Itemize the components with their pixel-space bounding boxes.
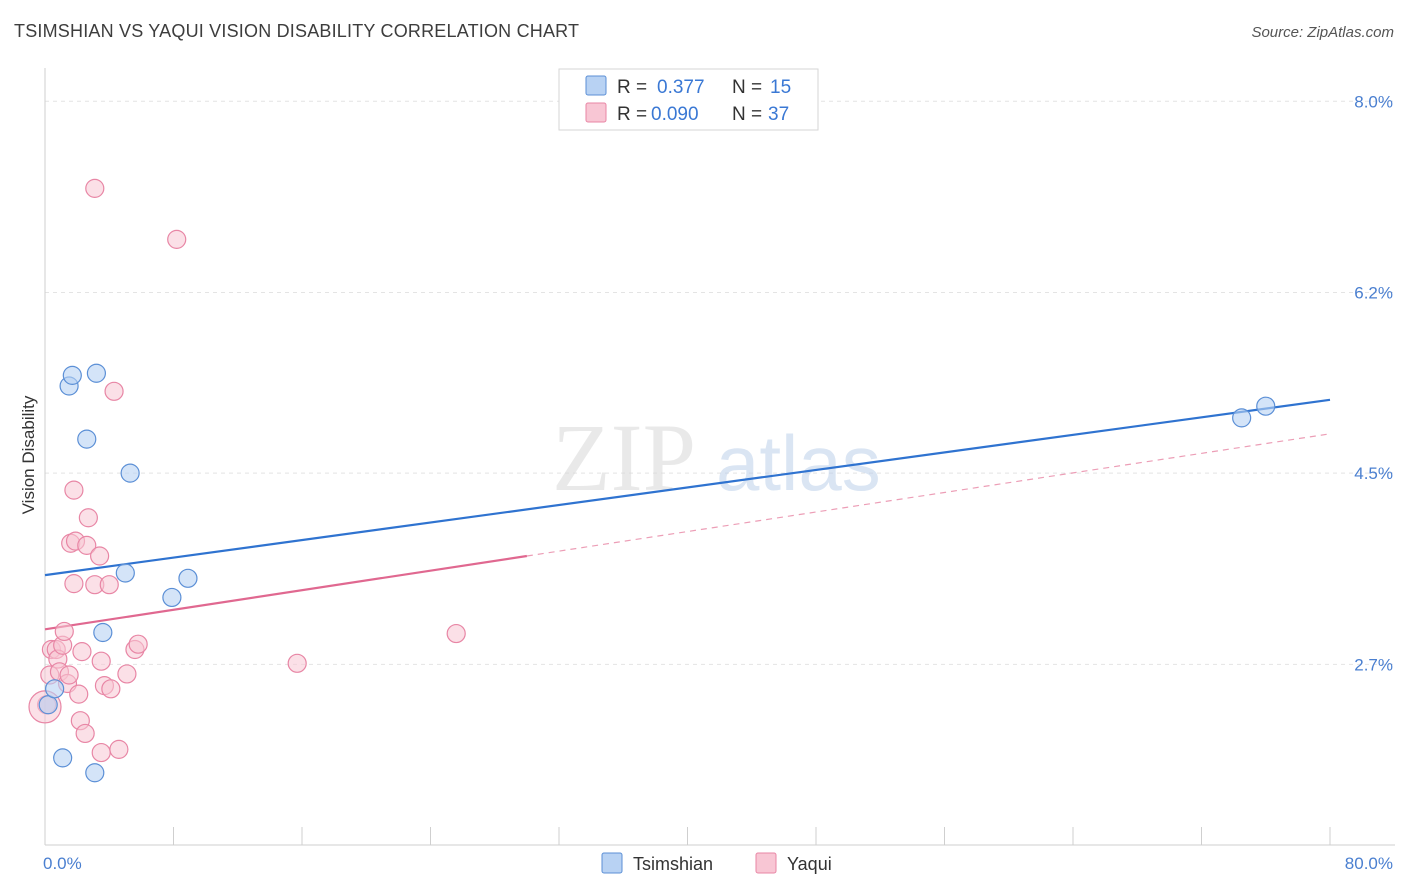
point-tsimshian [85, 763, 105, 783]
point-yaqui [77, 535, 97, 555]
bottom-legend: Tsimshian Yaqui [601, 852, 832, 874]
source-label: Source: ZipAtlas.com [1251, 24, 1394, 41]
point-tsimshian [45, 679, 65, 699]
point-yaqui [91, 742, 111, 763]
point-yaqui [117, 664, 137, 684]
watermark: ZIP atlas [552, 404, 881, 511]
point-yaqui [78, 508, 98, 528]
point-yaqui [69, 684, 89, 704]
trend-line-yaqui-extension [526, 433, 1331, 557]
point-yaqui [99, 575, 119, 595]
x-tick-label: 80.0% [1345, 854, 1393, 873]
point-tsimshian [162, 587, 182, 608]
point-yaqui [167, 229, 187, 249]
legend-box: R = 0.377 N = 15 R = 0.090 N = 37 [558, 68, 819, 131]
point-tsimshian [93, 622, 113, 643]
point-yaqui [287, 653, 307, 673]
grid-lines [45, 100, 1395, 665]
legend-n-value: 37 [768, 104, 789, 125]
point-yaqui [91, 651, 111, 671]
point-yaqui [64, 574, 84, 594]
trend-line-tsimshian [44, 398, 1331, 577]
y-tick-labels: 8.0% 6.2% 4.5% 2.7% [1354, 92, 1393, 674]
point-tsimshian [53, 748, 73, 768]
point-yaqui [54, 621, 74, 642]
y-tick-label: 8.0% [1354, 92, 1393, 111]
trend-line-yaqui [44, 554, 528, 631]
chart-title: TSIMSHIAN VS YAQUI VISION DISABILITY COR… [14, 21, 580, 41]
y-tick-label: 4.5% [1354, 464, 1393, 483]
point-yaqui [128, 634, 148, 654]
point-yaqui [90, 546, 110, 566]
legend-swatch-yaqui [585, 102, 607, 123]
bottom-legend-swatch-yaqui [755, 852, 777, 874]
legend-n-label: N = [732, 77, 762, 98]
point-tsimshian [120, 463, 140, 483]
point-tsimshian [115, 563, 135, 583]
point-tsimshian [38, 695, 58, 715]
legend-r-value: 0.090 [651, 104, 699, 125]
legend-r-label: R = [617, 104, 647, 125]
y-axis-title: Vision Disability [19, 395, 38, 514]
watermark-zip: ZIP [552, 404, 696, 511]
legend-swatch-tsimshian [585, 75, 607, 96]
trend-lines [44, 398, 1331, 631]
point-yaqui [59, 665, 79, 685]
y-tick-label: 2.7% [1354, 655, 1393, 674]
point-tsimshian [1232, 408, 1252, 428]
bottom-legend-swatch-tsimshian [601, 852, 623, 874]
point-yaqui [64, 480, 84, 500]
legend-n-value: 15 [770, 77, 791, 98]
point-tsimshian [178, 568, 198, 588]
x-tick-label: 0.0% [43, 854, 82, 873]
point-yaqui [72, 642, 92, 662]
point-yaqui [104, 381, 124, 401]
point-yaqui [101, 679, 121, 699]
legend-r-value: 0.377 [657, 77, 705, 98]
legend-n-label: N = [732, 104, 762, 125]
bottom-legend-label-tsimshian: Tsimshian [633, 854, 713, 874]
bottom-legend-label-yaqui: Yaqui [787, 854, 832, 874]
legend-r-label: R = [617, 77, 647, 98]
data-points [28, 178, 1276, 783]
point-yaqui [446, 623, 466, 644]
point-yaqui [85, 178, 105, 198]
point-tsimshian [62, 365, 82, 385]
point-yaqui [75, 723, 95, 744]
point-tsimshian [1256, 396, 1276, 416]
y-tick-label: 6.2% [1354, 284, 1393, 303]
point-yaqui [109, 739, 129, 759]
point-tsimshian [77, 429, 97, 449]
x-tick-labels: 0.0% 80.0% [43, 854, 1393, 873]
watermark-atlas: atlas [716, 419, 881, 507]
point-tsimshian [86, 363, 107, 383]
